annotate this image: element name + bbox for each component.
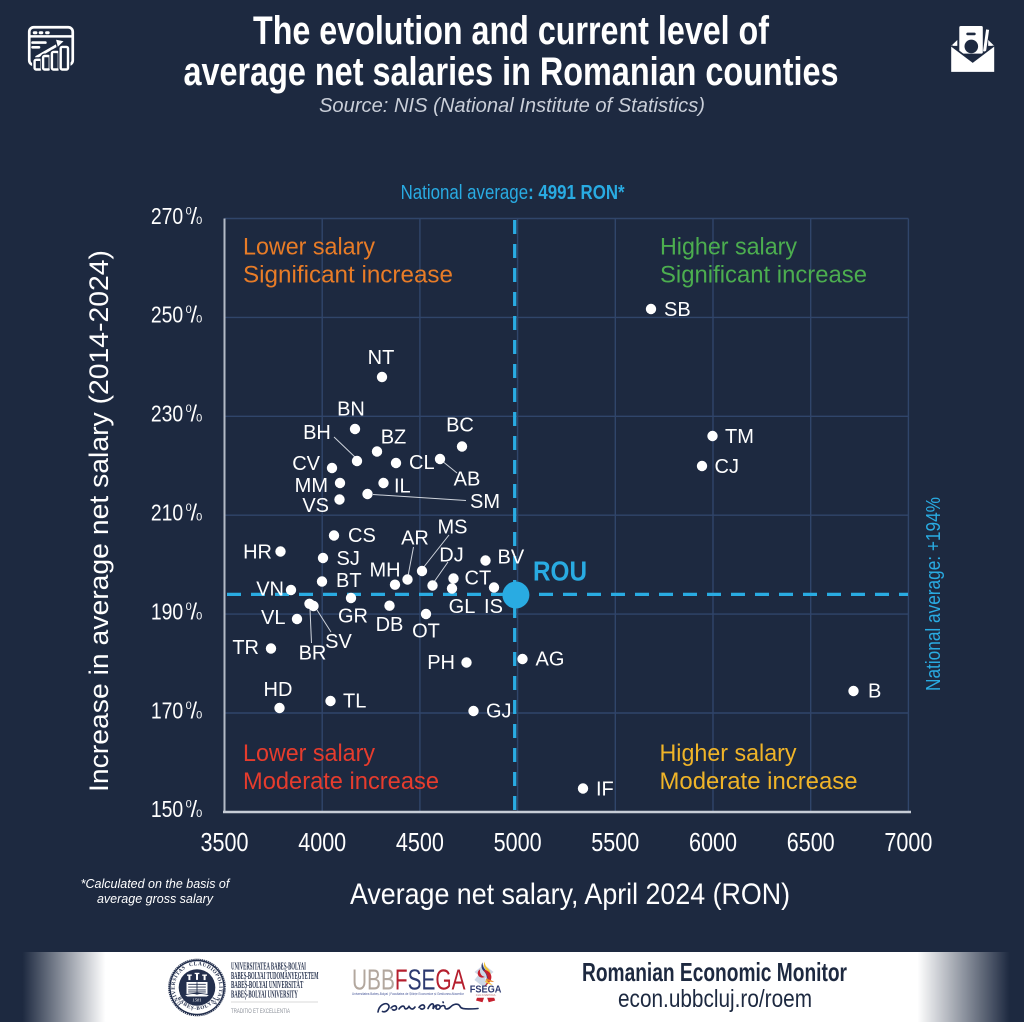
svg-text:IL: IL <box>394 476 411 498</box>
svg-text:TM: TM <box>725 426 754 448</box>
svg-text:SM: SM <box>470 491 500 513</box>
svg-text:AG: AG <box>536 649 565 671</box>
svg-text:MH: MH <box>369 560 400 582</box>
svg-text:Source: NIS (National Institut: Source: NIS (National Institute of Stati… <box>319 95 705 117</box>
svg-text:B: B <box>868 681 881 703</box>
svg-text:CL: CL <box>409 452 435 474</box>
svg-text:4000: 4000 <box>298 827 346 857</box>
svg-text:ROU: ROU <box>533 556 587 587</box>
svg-text:UBBFSEGA: UBBFSEGA <box>352 965 466 997</box>
svg-text:5000: 5000 <box>494 827 542 857</box>
svg-text:NT: NT <box>368 347 395 369</box>
svg-text:National average: 4991 RON*: National average: 4991 RON* <box>401 182 625 204</box>
svg-text:5500: 5500 <box>591 827 639 857</box>
svg-text:Significant increase: Significant increase <box>243 262 453 289</box>
svg-text:TRADITIO ET EXCELLENTIA: TRADITIO ET EXCELLENTIA <box>231 1008 290 1015</box>
svg-text:The evolution and current leve: The evolution and current level of <box>253 9 770 53</box>
svg-text:TL: TL <box>343 691 366 713</box>
svg-text:DJ: DJ <box>439 545 463 567</box>
svg-text:MS: MS <box>438 517 468 539</box>
svg-text:TR: TR <box>232 637 259 659</box>
svg-text:average gross salary: average gross salary <box>97 892 214 906</box>
svg-text:CJ: CJ <box>715 456 739 478</box>
svg-text:BABEȘ-BOLYAI UNIVERSITÄT: BABEȘ-BOLYAI UNIVERSITÄT <box>231 978 303 991</box>
svg-text:BT: BT <box>336 570 362 592</box>
svg-text:Lower salary: Lower salary <box>243 740 375 767</box>
svg-text:SV: SV <box>325 631 352 653</box>
svg-text:BABEȘ-BOLYAI TUDOMÁNYEGYETEM: BABEȘ-BOLYAI TUDOMÁNYEGYETEM <box>231 970 319 982</box>
svg-text:Average net salary, April 2024: Average net salary, April 2024 (RON) <box>350 878 790 911</box>
svg-text:FSEGA: FSEGA <box>470 985 502 996</box>
svg-text:Increase in average net salary: Increase in average net salary (2014-202… <box>84 250 114 792</box>
svg-text:*Calculated on the basis of: *Calculated on the basis of <box>81 877 231 891</box>
svg-text:VS: VS <box>302 495 329 517</box>
svg-text:6000: 6000 <box>689 827 737 857</box>
svg-text:Higher salary: Higher salary <box>660 234 797 261</box>
svg-text:AB: AB <box>454 469 481 491</box>
svg-text:CS: CS <box>348 525 376 547</box>
svg-text:1581: 1581 <box>192 998 201 1003</box>
svg-text:Romanian Economic Monitor: Romanian Economic Monitor <box>582 957 847 987</box>
svg-text:GR: GR <box>338 606 368 628</box>
svg-text:IF: IF <box>596 779 614 801</box>
svg-text:CLUJ-NAPOCA: CLUJ-NAPOCA <box>476 993 496 997</box>
svg-text:CT: CT <box>465 568 492 590</box>
svg-text:BC: BC <box>446 415 474 437</box>
svg-text:Moderate increase: Moderate increase <box>243 768 439 795</box>
svg-text:IS: IS <box>484 596 503 618</box>
svg-text:average net salaries in Romani: average net salaries in Romanian countie… <box>184 50 839 94</box>
svg-text:Lower salary: Lower salary <box>243 234 375 261</box>
svg-text:BH: BH <box>303 422 331 444</box>
svg-text:econ.ubbcluj.ro/roem: econ.ubbcluj.ro/roem <box>618 985 812 1013</box>
svg-text:BV: BV <box>498 547 525 569</box>
svg-text:6500: 6500 <box>787 827 835 857</box>
svg-text:DB: DB <box>376 614 404 636</box>
svg-text:SB: SB <box>664 299 691 321</box>
svg-text:Moderate increase: Moderate increase <box>660 768 858 795</box>
svg-text:GL: GL <box>449 596 476 618</box>
svg-text:HR: HR <box>243 542 272 564</box>
svg-text:SJ: SJ <box>337 548 360 570</box>
svg-text:AR: AR <box>401 528 429 550</box>
svg-text:UNIVERSITATEA BABEȘ-BOLYAI: UNIVERSITATEA BABEȘ-BOLYAI <box>231 962 306 973</box>
svg-text:BR: BR <box>299 643 327 665</box>
svg-text:MM: MM <box>295 475 328 497</box>
svg-text:PH: PH <box>427 652 455 674</box>
svg-text:3500: 3500 <box>201 827 249 857</box>
svg-text:National average: +194%: National average: +194% <box>923 497 945 691</box>
svg-text:BABEȘ-BOLYAI UNIVERSITY: BABEȘ-BOLYAI UNIVERSITY <box>231 989 298 1000</box>
svg-text:VN: VN <box>256 579 284 601</box>
svg-text:Universitatea Babeș-Bolyai | F: Universitatea Babeș-Bolyai | Facultatea … <box>352 992 465 996</box>
svg-text:OT: OT <box>412 621 440 643</box>
svg-text:7000: 7000 <box>884 827 932 857</box>
svg-text:Higher salary: Higher salary <box>660 740 797 767</box>
svg-text:BZ: BZ <box>381 427 407 449</box>
svg-text:VL: VL <box>261 607 285 629</box>
svg-text:4500: 4500 <box>396 827 444 857</box>
svg-text:Significant increase: Significant increase <box>660 262 867 289</box>
svg-text:HD: HD <box>264 679 293 701</box>
svg-text:BN: BN <box>337 399 365 421</box>
svg-text:GJ: GJ <box>486 701 512 723</box>
svg-text:CV: CV <box>292 453 320 475</box>
